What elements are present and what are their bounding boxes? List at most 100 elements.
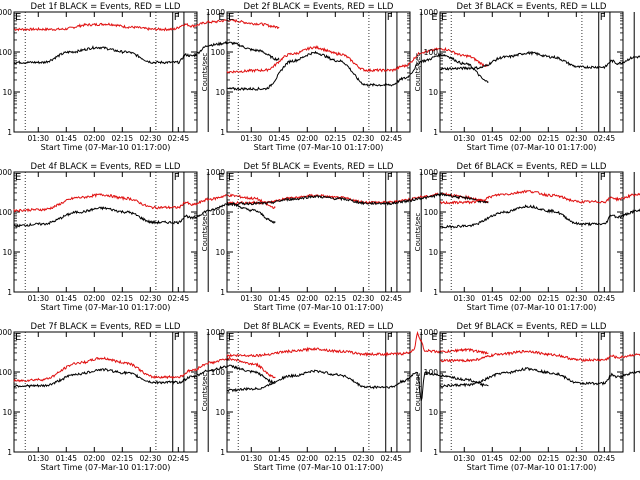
lld-series-line (439, 349, 640, 363)
x-axis-label: Start Time (07-Mar-10 01:17:00) (254, 303, 384, 312)
y-tick-label: 1 (7, 288, 12, 297)
plot-det4f: Det 4f BLACK = Events, RED = LLD11010010… (0, 162, 276, 312)
y-tick-label: 100 (211, 48, 226, 57)
events-series-line (13, 202, 276, 229)
x-tick-label: 01:45 (268, 454, 290, 463)
x-tick-label: 01:45 (55, 294, 77, 303)
marker-label-e: E (441, 332, 447, 343)
x-tick-label: 01:45 (268, 294, 290, 303)
x-tick-label: 02:30 (566, 134, 588, 143)
x-tick-label: 02:00 (509, 454, 531, 463)
plot-frame (13, 331, 198, 453)
marker-label-e: E (15, 172, 21, 183)
y-tick-label: 1 (220, 128, 225, 137)
y-tick-label: 10 (428, 408, 438, 417)
x-tick-label: 02:45 (594, 454, 616, 463)
y-tick-label: 1000 (0, 168, 12, 177)
x-tick-label: 02:15 (537, 454, 559, 463)
y-axis-label: Counts/sec (201, 53, 209, 92)
x-tick-label: 01:45 (481, 294, 503, 303)
marker-label-e: E (441, 172, 447, 183)
x-tick-label: 01:30 (240, 134, 262, 143)
y-tick-label: 1 (433, 448, 438, 457)
marker-label-f: F (387, 332, 393, 343)
events-series-line (226, 369, 489, 402)
marker-label-f: F (600, 332, 606, 343)
y-axis-label: Counts/sec (201, 373, 209, 412)
plot-det5f: Det 5f BLACK = Events, RED = LLD11010010… (201, 162, 489, 312)
lld-series-line (13, 356, 276, 383)
y-tick-label: 100 (0, 208, 12, 217)
y-tick-label: 10 (428, 88, 438, 97)
y-tick-label: 1 (220, 288, 225, 297)
lld-series-line (226, 45, 489, 74)
x-tick-label: 02:30 (566, 294, 588, 303)
x-axis-label: Start Time (07-Mar-10 01:17:00) (254, 143, 384, 152)
y-tick-label: 1000 (419, 8, 438, 17)
y-tick-label: 100 (211, 208, 226, 217)
plot-title: Det 4f BLACK = Events, RED = LLD (31, 162, 181, 172)
x-tick-label: 02:45 (168, 454, 190, 463)
x-tick-label: 02:45 (381, 294, 403, 303)
y-tick-label: 1 (220, 448, 225, 457)
x-tick-label: 02:45 (594, 134, 616, 143)
y-tick-label: 1000 (419, 168, 438, 177)
events-series-line (226, 50, 489, 92)
x-tick-label: 01:45 (481, 134, 503, 143)
x-axis-label: Start Time (07-Mar-10 01:17:00) (467, 463, 597, 472)
plot-title: Det 6f BLACK = Events, RED = LLD (457, 162, 607, 172)
events-series-line (439, 204, 640, 230)
plot-frame (439, 171, 624, 293)
y-tick-label: 10 (2, 248, 12, 257)
x-tick-label: 02:30 (140, 294, 162, 303)
x-axis-label: Start Time (07-Mar-10 01:17:00) (254, 463, 384, 472)
x-tick-label: 02:15 (111, 454, 133, 463)
x-tick-label: 02:00 (296, 134, 318, 143)
plot-frame (226, 171, 411, 293)
y-tick-label: 1000 (0, 8, 12, 17)
plot-det2f: Det 2f BLACK = Events, RED = LLD 1 10 100 10… (201, 2, 489, 152)
marker-label-f: F (600, 12, 606, 23)
x-tick-label: 02:15 (324, 294, 346, 303)
y-tick-label: 1 (433, 288, 438, 297)
x-tick-label: 01:30 (240, 294, 262, 303)
marker-label-e: E (431, 172, 437, 183)
y-axis-label: Counts/sec (414, 373, 422, 412)
plot-det6f: Det 6f BLACK = Events, RED = LLD 1 10 100 10… (414, 162, 640, 312)
marker-label-e: E (15, 12, 21, 23)
plot-det9f: Det 9f BLACK = Events, RED = LLD 1 10 100 10… (414, 322, 640, 472)
x-tick-label: 02:15 (537, 294, 559, 303)
x-tick-label: 02:00 (509, 134, 531, 143)
plot-title: Det 7f BLACK = Events, RED = LLD (31, 322, 181, 332)
y-tick-label: 10 (215, 248, 225, 257)
x-tick-label: 02:00 (83, 454, 105, 463)
x-tick-label: 02:30 (140, 134, 162, 143)
y-tick-label: 1000 (206, 168, 225, 177)
plot-title: Det 8f BLACK = Events, RED = LLD (244, 322, 394, 332)
marker-label-e: E (431, 12, 437, 23)
marker-label-f: F (174, 172, 180, 183)
y-tick-label: 10 (2, 88, 12, 97)
x-tick-label: 02:15 (111, 294, 133, 303)
x-tick-label: 02:45 (168, 134, 190, 143)
x-tick-label: 02:00 (296, 294, 318, 303)
x-tick-label: 02:30 (353, 454, 375, 463)
plot-title: Det 2f BLACK = Events, RED = LLD (244, 2, 394, 12)
lld-series-line (226, 330, 489, 358)
x-axis-label: Start Time (07-Mar-10 01:17:00) (467, 143, 597, 152)
x-tick-label: 02:00 (296, 454, 318, 463)
x-tick-label: 01:45 (481, 454, 503, 463)
events-series-line (13, 40, 280, 65)
events-series-line (439, 367, 640, 388)
x-axis-label: Start Time (07-Mar-10 01:17:00) (41, 143, 171, 152)
marker-label-f: F (174, 12, 180, 23)
x-tick-label: 01:30 (27, 294, 49, 303)
x-tick-label: 01:30 (27, 134, 49, 143)
x-tick-label: 01:30 (240, 454, 262, 463)
x-tick-label: 01:30 (453, 454, 475, 463)
marker-label-e: E (228, 12, 234, 23)
marker-label-e: E (218, 172, 224, 183)
marker-label-e: E (15, 332, 21, 343)
y-tick-label: 100 (424, 208, 439, 217)
